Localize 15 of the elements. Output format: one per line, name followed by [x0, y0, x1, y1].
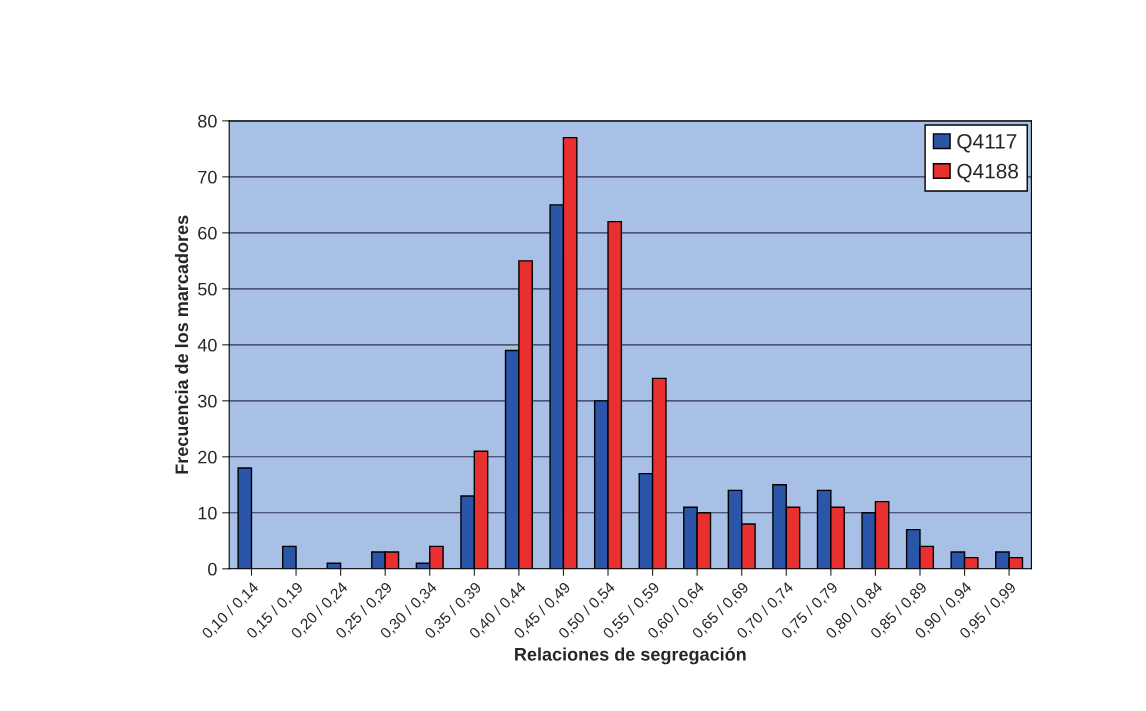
y-tick-label: 60	[198, 226, 217, 240]
legend-label: Q4188	[957, 163, 1018, 183]
bar	[237, 467, 253, 569]
y-tick-label: 20	[198, 450, 217, 464]
y-tick-label: 70	[198, 170, 217, 184]
y-tick-label: 50	[198, 282, 217, 296]
y-tick-label: 30	[198, 394, 217, 408]
x-axis-title: Relaciones de segregación	[515, 647, 746, 665]
y-tick-label: 10	[198, 506, 217, 520]
legend-label: Q4117	[957, 133, 1017, 153]
bar	[281, 545, 297, 569]
y-axis-title: Frecuencia de los marcadores	[174, 215, 189, 474]
y-tick-label: 0	[208, 562, 217, 576]
y-tick-label: 80	[198, 114, 217, 128]
y-tick-label: 40	[197, 338, 217, 352]
